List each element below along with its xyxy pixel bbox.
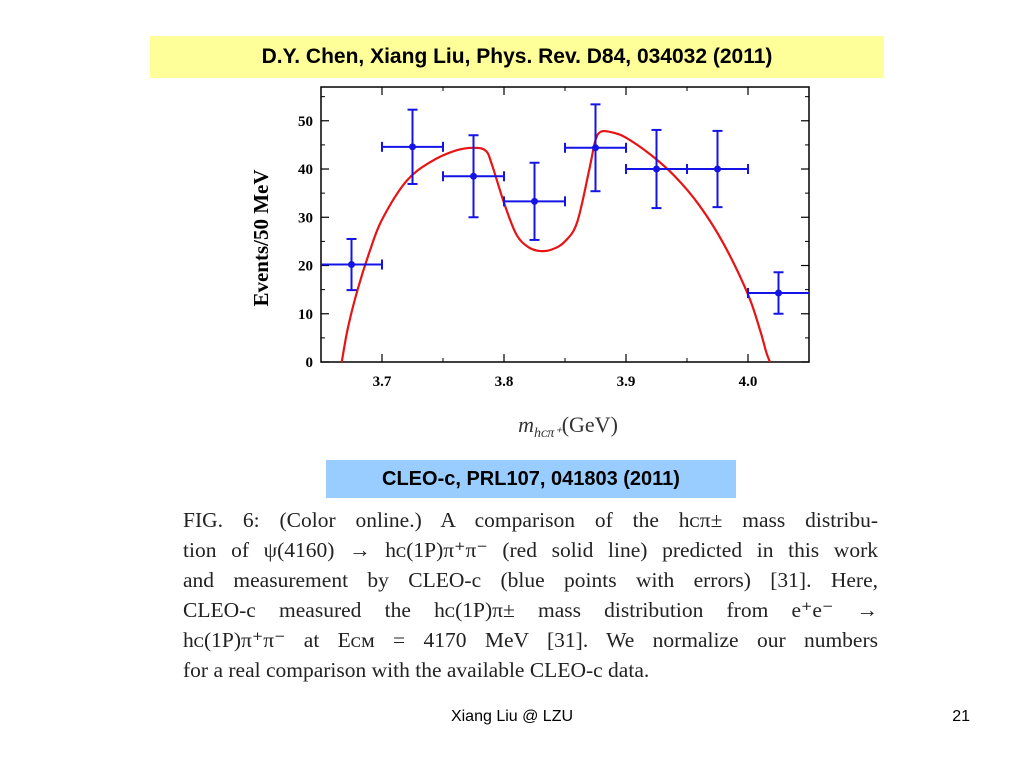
data-point [625,128,688,210]
chart: 3.7 3.8 3.9 4.0 0 10 20 30 40 50 Events/50 MeV mh… [249,86,810,441]
data-marker [348,261,355,269]
caption-line: for a real comparison with the available… [183,658,650,682]
data-point [381,108,444,185]
data-point [503,161,566,241]
page-number: 21 [952,708,970,725]
y-tick-label: 40 [298,162,313,178]
data-point [442,134,505,219]
theory-curve-layer [340,129,771,363]
data-point [686,129,749,209]
y-tick-label: 20 [298,259,313,275]
x-axis-label-unit: (GeV) [562,412,618,437]
data-marker [470,172,477,180]
reference-text: D.Y. Chen, Xiang Liu, Phys. Rev. D84, 03… [261,45,773,68]
data-point [321,237,383,292]
footer-author: Xiang Liu @ LZU [450,708,574,725]
y-tick-label: 10 [298,307,313,323]
x-axis-label: mhᴄπ⁺(GeV) [518,412,618,441]
theory-curve [340,129,771,363]
data-marker [592,144,599,152]
y-tick-label: 0 [306,355,314,371]
caption-line: and measurement by CLEO-c (blue points w… [183,568,878,592]
x-tick-label: 3.9 [617,374,636,390]
plot-frame [320,86,810,363]
y-tick-label: 50 [298,114,313,130]
data-marker [409,143,416,151]
y-tick-label: 30 [298,210,313,226]
x-tick-label: 4.0 [739,374,758,390]
data-marker [653,165,660,173]
x-tick-label: 3.7 [373,374,392,390]
data-marker [775,289,782,297]
data-point [747,271,809,315]
x-tick-label: 3.8 [495,374,514,390]
y-axis-label: Events/50 MeV [249,169,273,306]
x-axis-label-main: m [518,412,534,437]
ticks-layer: 3.7 3.8 3.9 4.0 0 10 20 30 40 50 [298,87,810,390]
caption-line: CLEO-c measured the hᴄ(1P)π± mass distri… [183,598,878,622]
figure-caption: FIG. 6: (Color online.) A comparison of … [183,505,878,685]
x-axis-label-subscript: hᴄπ⁺ [534,426,563,441]
reference-banner: D.Y. Chen, Xiang Liu, Phys. Rev. D84, 03… [150,36,884,78]
caption-line: FIG. 6: (Color online.) A comparison of … [183,508,878,532]
cleo-reference-banner: CLEO-c, PRL107, 041803 (2011) [326,460,736,498]
cleo-reference-text: CLEO-c, PRL107, 041803 (2011) [382,467,680,490]
data-points-layer [321,103,809,315]
caption-line: tion of ψ(4160) → hᴄ(1P)π⁺π⁻ (red solid … [183,538,878,562]
data-point [564,103,627,193]
data-marker [714,165,721,173]
caption-line: hᴄ(1P)π⁺π⁻ at Eᴄᴍ = 4170 MeV [31]. We no… [183,628,878,652]
data-marker [531,197,538,205]
